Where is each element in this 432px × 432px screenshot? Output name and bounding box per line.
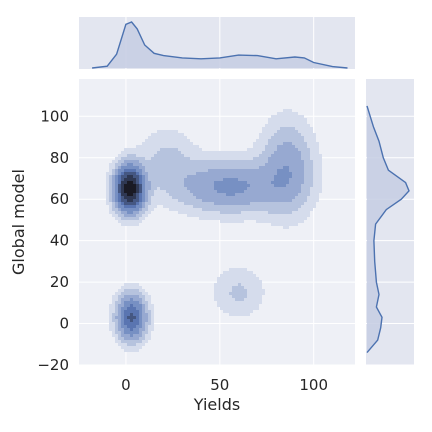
x-tick-label: 0 bbox=[121, 376, 131, 394]
y-tick-label: 0 bbox=[59, 315, 69, 333]
y-tick-label: 80 bbox=[50, 149, 69, 167]
y-tick-label: 100 bbox=[40, 107, 69, 125]
y-tick-label: 20 bbox=[50, 273, 69, 291]
y-tick-label: −20 bbox=[37, 356, 69, 374]
y-axis-label: Global model bbox=[9, 169, 28, 275]
x-axis-label: Yields bbox=[193, 395, 240, 414]
x-tick-labels: 0 50 100 bbox=[121, 376, 328, 394]
top-marginal-kde bbox=[92, 21, 348, 69]
x-tick-label: 50 bbox=[210, 376, 229, 394]
right-kde-line bbox=[366, 105, 410, 354]
kde-contour-level bbox=[124, 181, 136, 196]
top-kde-line bbox=[92, 21, 348, 69]
y-tick-label: 60 bbox=[50, 190, 69, 208]
right-kde-fill bbox=[367, 105, 409, 353]
kde-contours bbox=[106, 109, 322, 352]
y-tick-label: 40 bbox=[50, 232, 69, 250]
y-tick-labels: −20 0 20 40 60 80 100 bbox=[37, 107, 69, 374]
x-tick-label: 100 bbox=[299, 376, 328, 394]
top-kde-fill bbox=[92, 22, 348, 68]
kde-contour-level bbox=[112, 142, 304, 340]
right-marginal-kde bbox=[366, 105, 410, 354]
